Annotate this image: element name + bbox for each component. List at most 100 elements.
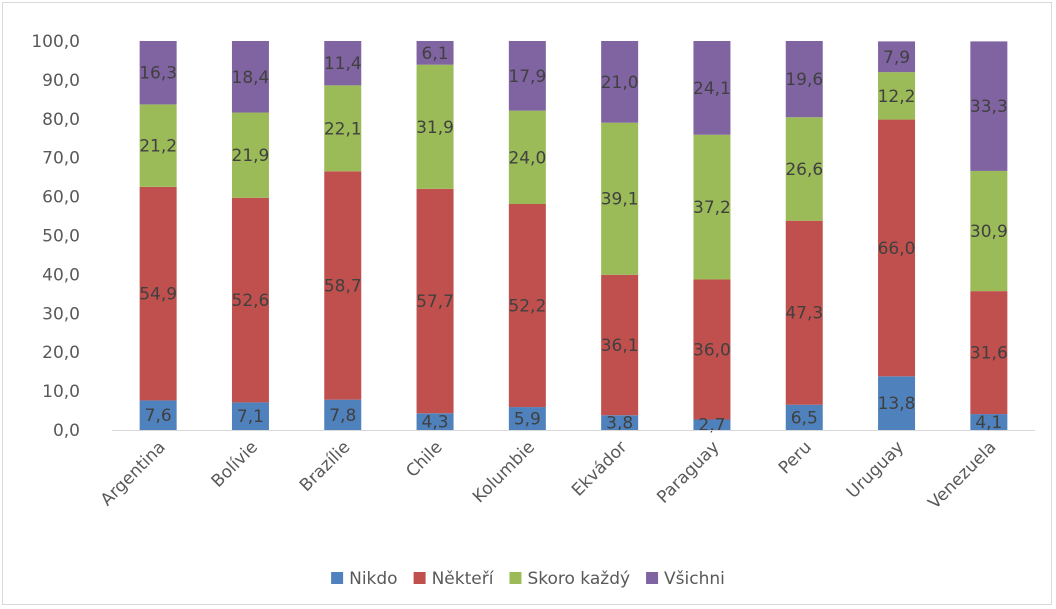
- data-label: 4,3: [422, 413, 449, 433]
- bar-segment: [231, 402, 269, 430]
- legend-swatch: [413, 572, 426, 584]
- data-label: 11,4: [324, 54, 362, 74]
- x-tick-label: Uruguay: [843, 437, 908, 502]
- data-label: 3,8: [606, 414, 633, 434]
- bar-segment: [693, 41, 731, 135]
- y-tick-label: 60,0: [42, 188, 80, 208]
- data-label: 7,6: [145, 406, 172, 426]
- data-label: 6,1: [422, 44, 449, 64]
- legend-label: Skoro každý: [527, 569, 630, 589]
- x-tick-label: Paraguay: [653, 437, 723, 507]
- legend-swatch: [331, 572, 344, 584]
- x-tick-label: Bolívie: [208, 437, 262, 491]
- y-axis: 0,0 10,0 20,0 30,0 40,0 50,0 60,0 70,0 80,0 90,0 1…: [31, 32, 80, 441]
- bar-segment: [785, 404, 823, 430]
- bar-segment: [878, 72, 916, 120]
- data-label: 21,2: [139, 137, 177, 157]
- data-label: 5,9: [514, 410, 541, 430]
- data-label: 30,9: [970, 222, 1008, 242]
- data-label: 4,1: [975, 413, 1002, 433]
- y-tick-label: 20,0: [42, 343, 80, 363]
- bar-segment: [970, 291, 1008, 415]
- bar-segment: [878, 119, 916, 377]
- bar-segment: [785, 220, 823, 405]
- legend-label: Nikdo: [349, 569, 397, 589]
- y-tick-label: 100,0: [31, 32, 80, 52]
- data-label: 7,9: [883, 48, 910, 68]
- bar-segment: [693, 134, 731, 280]
- data-label: 7,8: [329, 406, 356, 426]
- bar-segment: [231, 197, 269, 403]
- bar-segment: [324, 399, 362, 430]
- data-label: 22,1: [324, 119, 362, 139]
- data-label: 16,3: [139, 64, 177, 84]
- bar-segment: [785, 41, 823, 118]
- y-tick-label: 80,0: [42, 110, 80, 130]
- data-label: 21,9: [232, 146, 270, 166]
- data-label: 66,0: [878, 239, 916, 259]
- data-label: 17,9: [508, 67, 546, 87]
- data-label: 21,0: [601, 73, 639, 93]
- y-tick-label: 30,0: [42, 304, 80, 324]
- legend-swatch: [509, 572, 522, 584]
- data-label: 58,7: [324, 276, 362, 296]
- x-tick-label: Venezuela: [925, 437, 1001, 513]
- bars: [139, 41, 1008, 430]
- bar-segment: [878, 41, 916, 73]
- y-tick-label: 50,0: [42, 227, 80, 247]
- bar-segment: [601, 274, 639, 416]
- bar-segment: [601, 41, 639, 123]
- data-label: 6,5: [791, 408, 818, 428]
- data-label: 19,6: [785, 70, 823, 90]
- bar-segment: [324, 41, 362, 86]
- x-tick-label: Brazílie: [296, 437, 354, 495]
- data-label: 12,2: [878, 87, 916, 107]
- data-label: 33,3: [970, 97, 1008, 117]
- bar-segment: [693, 279, 731, 420]
- legend-label: Všichni: [664, 569, 725, 589]
- data-label: 52,2: [508, 297, 546, 317]
- data-label: 24,1: [693, 79, 731, 99]
- x-tick-label: Argentina: [97, 437, 170, 510]
- bar-segment: [324, 85, 362, 172]
- data-label: 7,1: [237, 407, 264, 427]
- bar-segment: [970, 170, 1008, 292]
- y-tick-label: 70,0: [42, 149, 80, 169]
- data-label: 37,2: [693, 198, 731, 218]
- x-tick-label: Peru: [775, 437, 816, 478]
- bar-segment: [601, 122, 639, 275]
- x-axis: Argentina Bolívie Brazílie Chile Kolumbie Ekv…: [97, 430, 1035, 513]
- bar-segment: [878, 376, 916, 430]
- data-label: 36,0: [693, 340, 731, 360]
- data-labels: 7,6 54,9 21,2 16,3 7,1 52,6 21,9 18,4 7,8 58,7 22,…: [139, 44, 1008, 436]
- data-label: 54,9: [139, 285, 177, 305]
- bar-segment: [416, 64, 454, 189]
- bar-segment: [693, 419, 731, 430]
- bar-segment: [970, 414, 1008, 430]
- data-label: 52,6: [232, 291, 270, 311]
- y-tick-label: 90,0: [42, 71, 80, 91]
- bar-segment: [139, 104, 177, 187]
- y-tick-label: 10,0: [42, 382, 80, 402]
- legend-swatch: [646, 572, 659, 584]
- bar-segment: [601, 415, 639, 430]
- data-label: 2,7: [698, 416, 725, 436]
- bar-segment: [416, 188, 454, 414]
- bar-segment: [508, 41, 546, 111]
- legend-label: Někteří: [432, 569, 495, 589]
- bar-segment: [416, 41, 454, 65]
- bar-segment: [139, 41, 177, 105]
- bar-segment: [416, 413, 454, 430]
- bar-segment: [324, 171, 362, 400]
- data-label: 13,8: [878, 394, 916, 414]
- data-label: 47,3: [785, 304, 823, 324]
- legend: Nikdo Někteří Skoro každý Všichni: [331, 569, 725, 589]
- bar-segment: [231, 112, 269, 198]
- x-tick-label: Ekvádor: [568, 437, 631, 500]
- data-label: 24,0: [508, 148, 546, 168]
- bar-segment: [508, 110, 546, 204]
- bar-segment: [139, 400, 177, 430]
- data-label: 26,6: [785, 160, 823, 180]
- data-label: 31,6: [970, 344, 1008, 364]
